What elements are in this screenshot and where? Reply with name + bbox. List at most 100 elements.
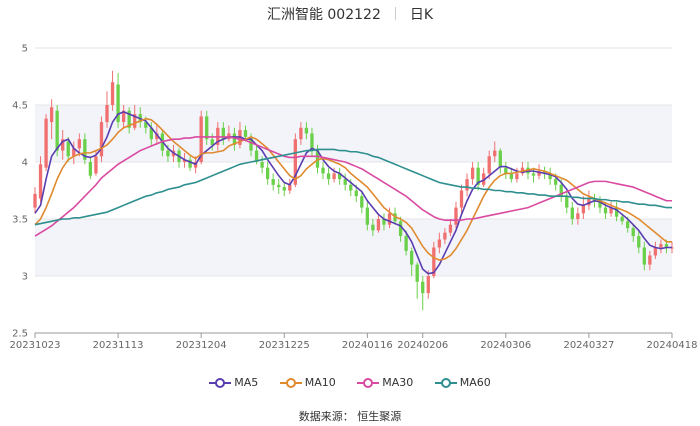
candle-body xyxy=(332,173,336,180)
candle xyxy=(288,179,292,194)
candle-body xyxy=(387,213,392,225)
candle xyxy=(581,196,586,219)
x-tick-label: 20231225 xyxy=(259,340,310,351)
candle xyxy=(221,122,225,145)
legend-marker-ma5 xyxy=(209,378,232,388)
candle xyxy=(487,150,491,180)
candle xyxy=(149,122,153,145)
candle-body xyxy=(631,228,635,237)
candle-body xyxy=(299,127,303,140)
x-axis: 20231023 20231113 20231204 20231225 20240116… xyxy=(10,332,697,351)
candle xyxy=(576,207,580,225)
legend-marker-ma10 xyxy=(279,378,302,388)
candle-body xyxy=(243,130,248,137)
title-separator xyxy=(394,7,396,20)
legend-label-ma60: MA60 xyxy=(459,376,491,389)
y-tick-label: 3.5 xyxy=(12,215,28,226)
candle xyxy=(520,162,525,176)
candle-body xyxy=(487,156,491,174)
grid-lines xyxy=(35,47,672,334)
candle-body xyxy=(44,118,48,168)
x-tick-label: 20231113 xyxy=(93,340,144,351)
candle-body xyxy=(537,171,541,176)
candle xyxy=(659,239,663,254)
candle xyxy=(188,156,192,172)
legend: MA5 MA10 MA30 MA60 xyxy=(0,376,700,389)
candle-body xyxy=(371,224,375,231)
candle xyxy=(448,219,453,237)
candle xyxy=(326,167,331,185)
legend-label-ma30: MA30 xyxy=(382,376,414,389)
candle-body xyxy=(576,213,580,219)
candle xyxy=(515,167,519,183)
legend-label-ma5: MA5 xyxy=(234,376,259,389)
candle xyxy=(282,182,286,197)
x-tick-label: 20231023 xyxy=(10,340,61,351)
candle xyxy=(343,173,347,191)
candle xyxy=(360,190,364,214)
candle-body xyxy=(365,207,370,225)
candle xyxy=(443,228,447,245)
candle-body xyxy=(38,164,43,199)
legend-item-ma60[interactable]: MA60 xyxy=(434,376,491,389)
candle-body xyxy=(637,236,641,248)
candle-body xyxy=(565,196,569,208)
candle xyxy=(653,241,658,259)
candle xyxy=(72,141,76,165)
candle xyxy=(127,107,131,134)
ma-line-ma5 xyxy=(34,111,672,275)
candle-body xyxy=(288,184,292,191)
candle xyxy=(61,130,65,160)
candle-body xyxy=(648,255,652,265)
y-tick-label: 4.5 xyxy=(12,101,28,112)
candle xyxy=(277,179,281,194)
candle xyxy=(614,201,619,222)
candle xyxy=(99,116,104,162)
candle xyxy=(310,127,314,157)
candle xyxy=(387,207,392,229)
candle-body xyxy=(321,167,325,174)
y-tick-label: 3 xyxy=(22,272,28,283)
legend-item-ma30[interactable]: MA30 xyxy=(357,376,413,389)
legend-item-ma10[interactable]: MA10 xyxy=(279,376,336,389)
ma-line-ma30 xyxy=(34,136,672,237)
candle-body xyxy=(443,232,447,240)
candle xyxy=(565,190,569,214)
candle-body xyxy=(570,207,574,219)
candle-body xyxy=(354,190,358,197)
legend-label-ma10: MA10 xyxy=(304,376,336,389)
candle xyxy=(421,276,425,311)
candle xyxy=(83,133,87,165)
candle xyxy=(304,122,309,140)
candle-body xyxy=(653,247,658,256)
y-tick-label: 5 xyxy=(22,44,28,55)
legend-marker-ma60 xyxy=(434,378,457,388)
candle xyxy=(493,141,497,162)
candle xyxy=(570,201,574,225)
candle xyxy=(66,136,70,162)
candle xyxy=(376,213,381,233)
candle xyxy=(271,173,275,191)
candle-body xyxy=(642,247,646,265)
candle-body xyxy=(127,110,131,128)
y-axis: 2.5 3 3.5 4 4.5 5 xyxy=(12,44,28,340)
candle-body xyxy=(409,250,414,265)
candle-body xyxy=(498,150,502,168)
period-label[interactable]: 日K xyxy=(409,7,434,23)
candle xyxy=(631,224,635,242)
candle-body xyxy=(221,127,225,140)
candle-body xyxy=(598,201,602,208)
candle-body xyxy=(49,107,54,123)
candle-body xyxy=(282,187,286,191)
candle xyxy=(415,262,419,299)
candle-body xyxy=(542,171,547,174)
candle xyxy=(476,162,480,191)
candle xyxy=(205,110,209,145)
candle-body xyxy=(199,116,203,162)
legend-item-ma5[interactable]: MA5 xyxy=(209,376,258,389)
candle xyxy=(404,230,408,256)
candle xyxy=(648,250,652,271)
candle xyxy=(49,99,54,140)
candle-body xyxy=(349,184,353,191)
